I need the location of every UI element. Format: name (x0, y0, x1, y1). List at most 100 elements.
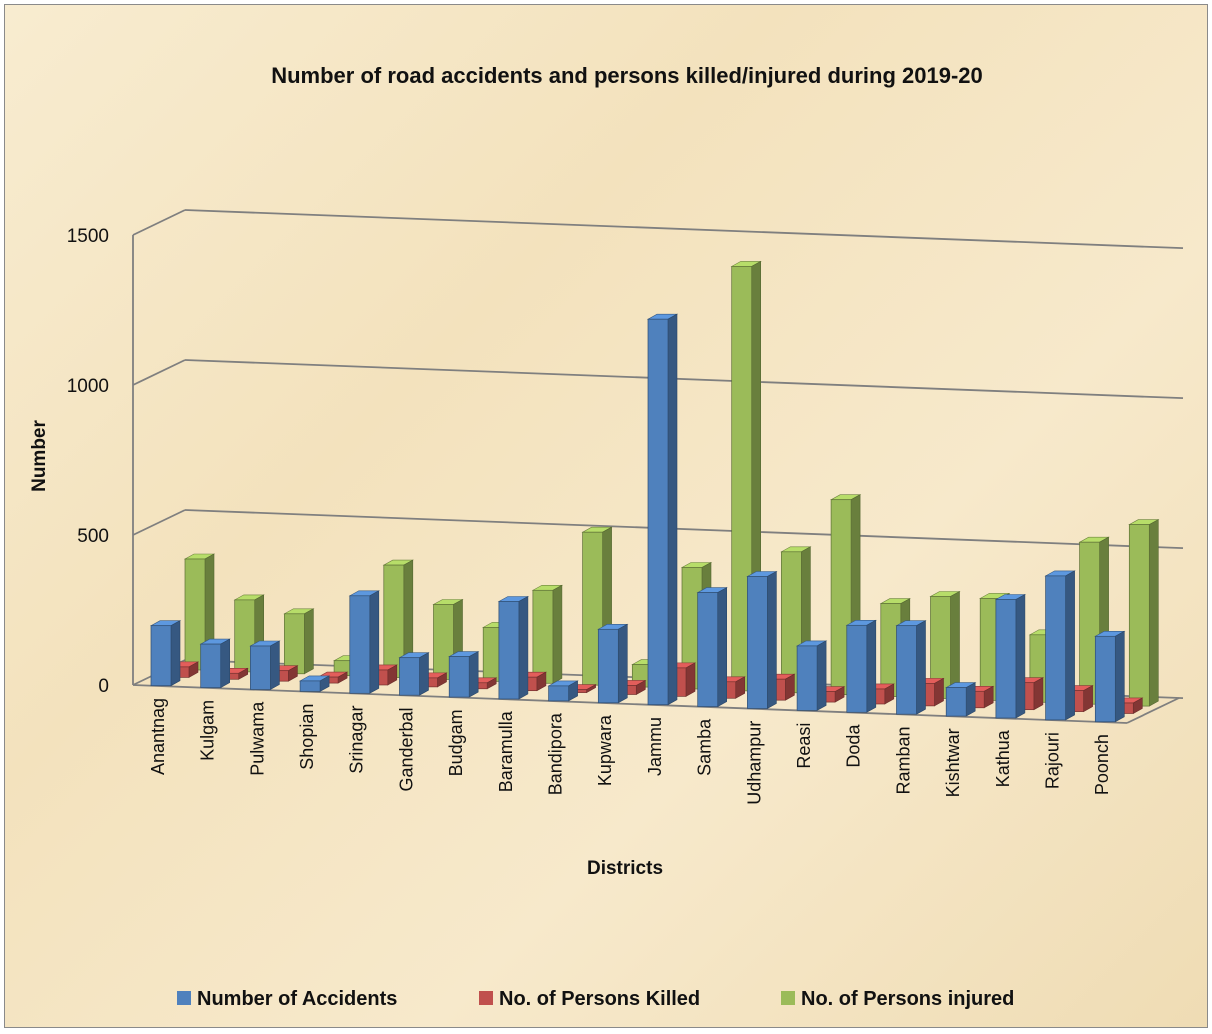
bar-front (647, 318, 669, 706)
bar-front (896, 625, 917, 715)
legend-label-no-of-persons-killed: No. of Persons Killed (499, 988, 700, 1010)
bar-number-of-accidents-doda (845, 619, 877, 713)
bar-side (270, 640, 280, 690)
bar-number-of-accidents-kulgam (199, 638, 231, 689)
bar-front (200, 643, 222, 688)
legend-swatch-number-of-accidents (177, 991, 191, 1005)
bar-number-of-accidents-anantnag (149, 620, 182, 687)
bar-side (369, 590, 380, 694)
bar-number-of-accidents-bandipora (547, 680, 579, 702)
bar-front (747, 576, 768, 709)
category-label-shopian: Shopian (297, 704, 317, 770)
gridline (184, 359, 1184, 400)
legend-swatch-no-of-persons-killed (479, 991, 493, 1005)
bar-number-of-accidents-budgam (448, 651, 480, 698)
bar-number-of-accidents-ganderbal (398, 652, 430, 696)
x-axis-line (132, 684, 1128, 724)
bar-side (518, 595, 529, 700)
y-axis-ticks: 0 500 1000 1500 (67, 226, 109, 697)
bar-side (304, 608, 314, 675)
bar-number-of-accidents-samba (696, 587, 728, 708)
y-axis-title: Number (29, 420, 50, 492)
category-label-poonch: Poonch (1092, 734, 1112, 795)
bar-front (532, 589, 554, 684)
bar-side (419, 652, 429, 696)
x-axis-title: Districts (587, 858, 663, 879)
bar-side (1115, 630, 1125, 723)
legend-swatch-no-of-persons-injured (781, 991, 795, 1005)
bar-number-of-accidents-srinagar (348, 590, 380, 694)
bar-side (916, 620, 926, 715)
bar-front (349, 595, 371, 694)
bar-number-of-accidents-baramulla (497, 595, 530, 700)
bar-front (1045, 575, 1066, 721)
bar-side (866, 619, 877, 713)
bar-side (934, 677, 944, 707)
bar-number-of-accidents-jammu (646, 313, 679, 706)
bar-number-of-accidents-kupwara (597, 623, 629, 704)
bar-side (717, 587, 728, 708)
category-label-ganderbal: Ganderbal (396, 707, 416, 791)
chart-svg: Number of road accidents and persons kil… (29, 63, 1184, 1010)
bar-side (667, 313, 678, 706)
y-tick-label: 1000 (67, 376, 109, 397)
category-label-baramulla: Baramulla (496, 710, 516, 792)
bar-side (220, 638, 230, 689)
bar-front (796, 645, 818, 711)
gridline (184, 209, 1184, 250)
bar-front (498, 601, 520, 700)
category-label-udhampur: Udhampur (744, 721, 764, 805)
y-tick-label: 1500 (67, 226, 109, 247)
bar-front (548, 685, 569, 702)
bar-side (816, 640, 827, 711)
bar-number-of-accidents-udhampur (746, 570, 778, 709)
bar-side (965, 682, 976, 717)
x-axis-categories: Anantnag Kulgam Pulwama Shopian Srinagar Gand… (148, 698, 1112, 805)
bar-number-of-accidents-pulwama (249, 640, 281, 690)
gridline-side (132, 509, 186, 536)
bar-front (250, 645, 271, 690)
bar-number-of-accidents-shopian (298, 675, 331, 692)
legend-label-number-of-accidents: Number of Accidents (197, 988, 397, 1010)
bar-number-of-accidents-poonch (1094, 630, 1126, 723)
bar-side (1065, 570, 1075, 721)
bar-front (399, 657, 420, 696)
category-label-ramban: Ramban (893, 726, 913, 794)
bar-side (552, 584, 563, 684)
bar-front (597, 628, 619, 704)
category-label-budgam: Budgam (446, 709, 466, 776)
bar-side (767, 570, 777, 709)
category-label-kulgam: Kulgam (198, 700, 218, 761)
bar-side (685, 662, 696, 697)
category-label-kathua: Kathua (993, 729, 1013, 787)
bars (149, 260, 1160, 723)
bar-no-of-persons-injured-pulwama (283, 608, 315, 675)
bar-front (995, 599, 1017, 719)
category-label-bandipora: Bandipora (545, 712, 565, 795)
bar-front (1128, 524, 1150, 707)
bar-side (617, 623, 628, 704)
bar-no-of-persons-injured-baramulla (531, 584, 564, 684)
bar-front (284, 613, 305, 675)
gridline (184, 509, 1184, 550)
floor-edge (1126, 697, 1180, 724)
category-label-pulwama: Pulwama (247, 701, 267, 776)
gridline-side (132, 359, 186, 386)
bar-front (697, 592, 719, 707)
bar-side (1015, 593, 1026, 719)
bar-front (150, 625, 172, 687)
bar-number-of-accidents-kathua (994, 593, 1027, 719)
category-label-kishtwar: Kishtwar (943, 728, 963, 797)
category-label-jammu: Jammu (645, 717, 665, 776)
legend: Number of Accidents No. of Persons Killed… (177, 988, 1014, 1010)
bar-number-of-accidents-rajouri (1044, 570, 1076, 721)
legend-label-no-of-persons-injured: No. of Persons injured (801, 988, 1014, 1010)
bar-front (846, 624, 868, 713)
bar-number-of-accidents-kishtwar (945, 682, 977, 717)
y-tick-label: 500 (77, 526, 109, 547)
bar-number-of-accidents-reasi (795, 640, 828, 711)
category-label-reasi: Reasi (794, 723, 814, 769)
bar-side (468, 651, 479, 698)
category-label-samba: Samba (695, 718, 715, 776)
bar-front (448, 656, 470, 698)
